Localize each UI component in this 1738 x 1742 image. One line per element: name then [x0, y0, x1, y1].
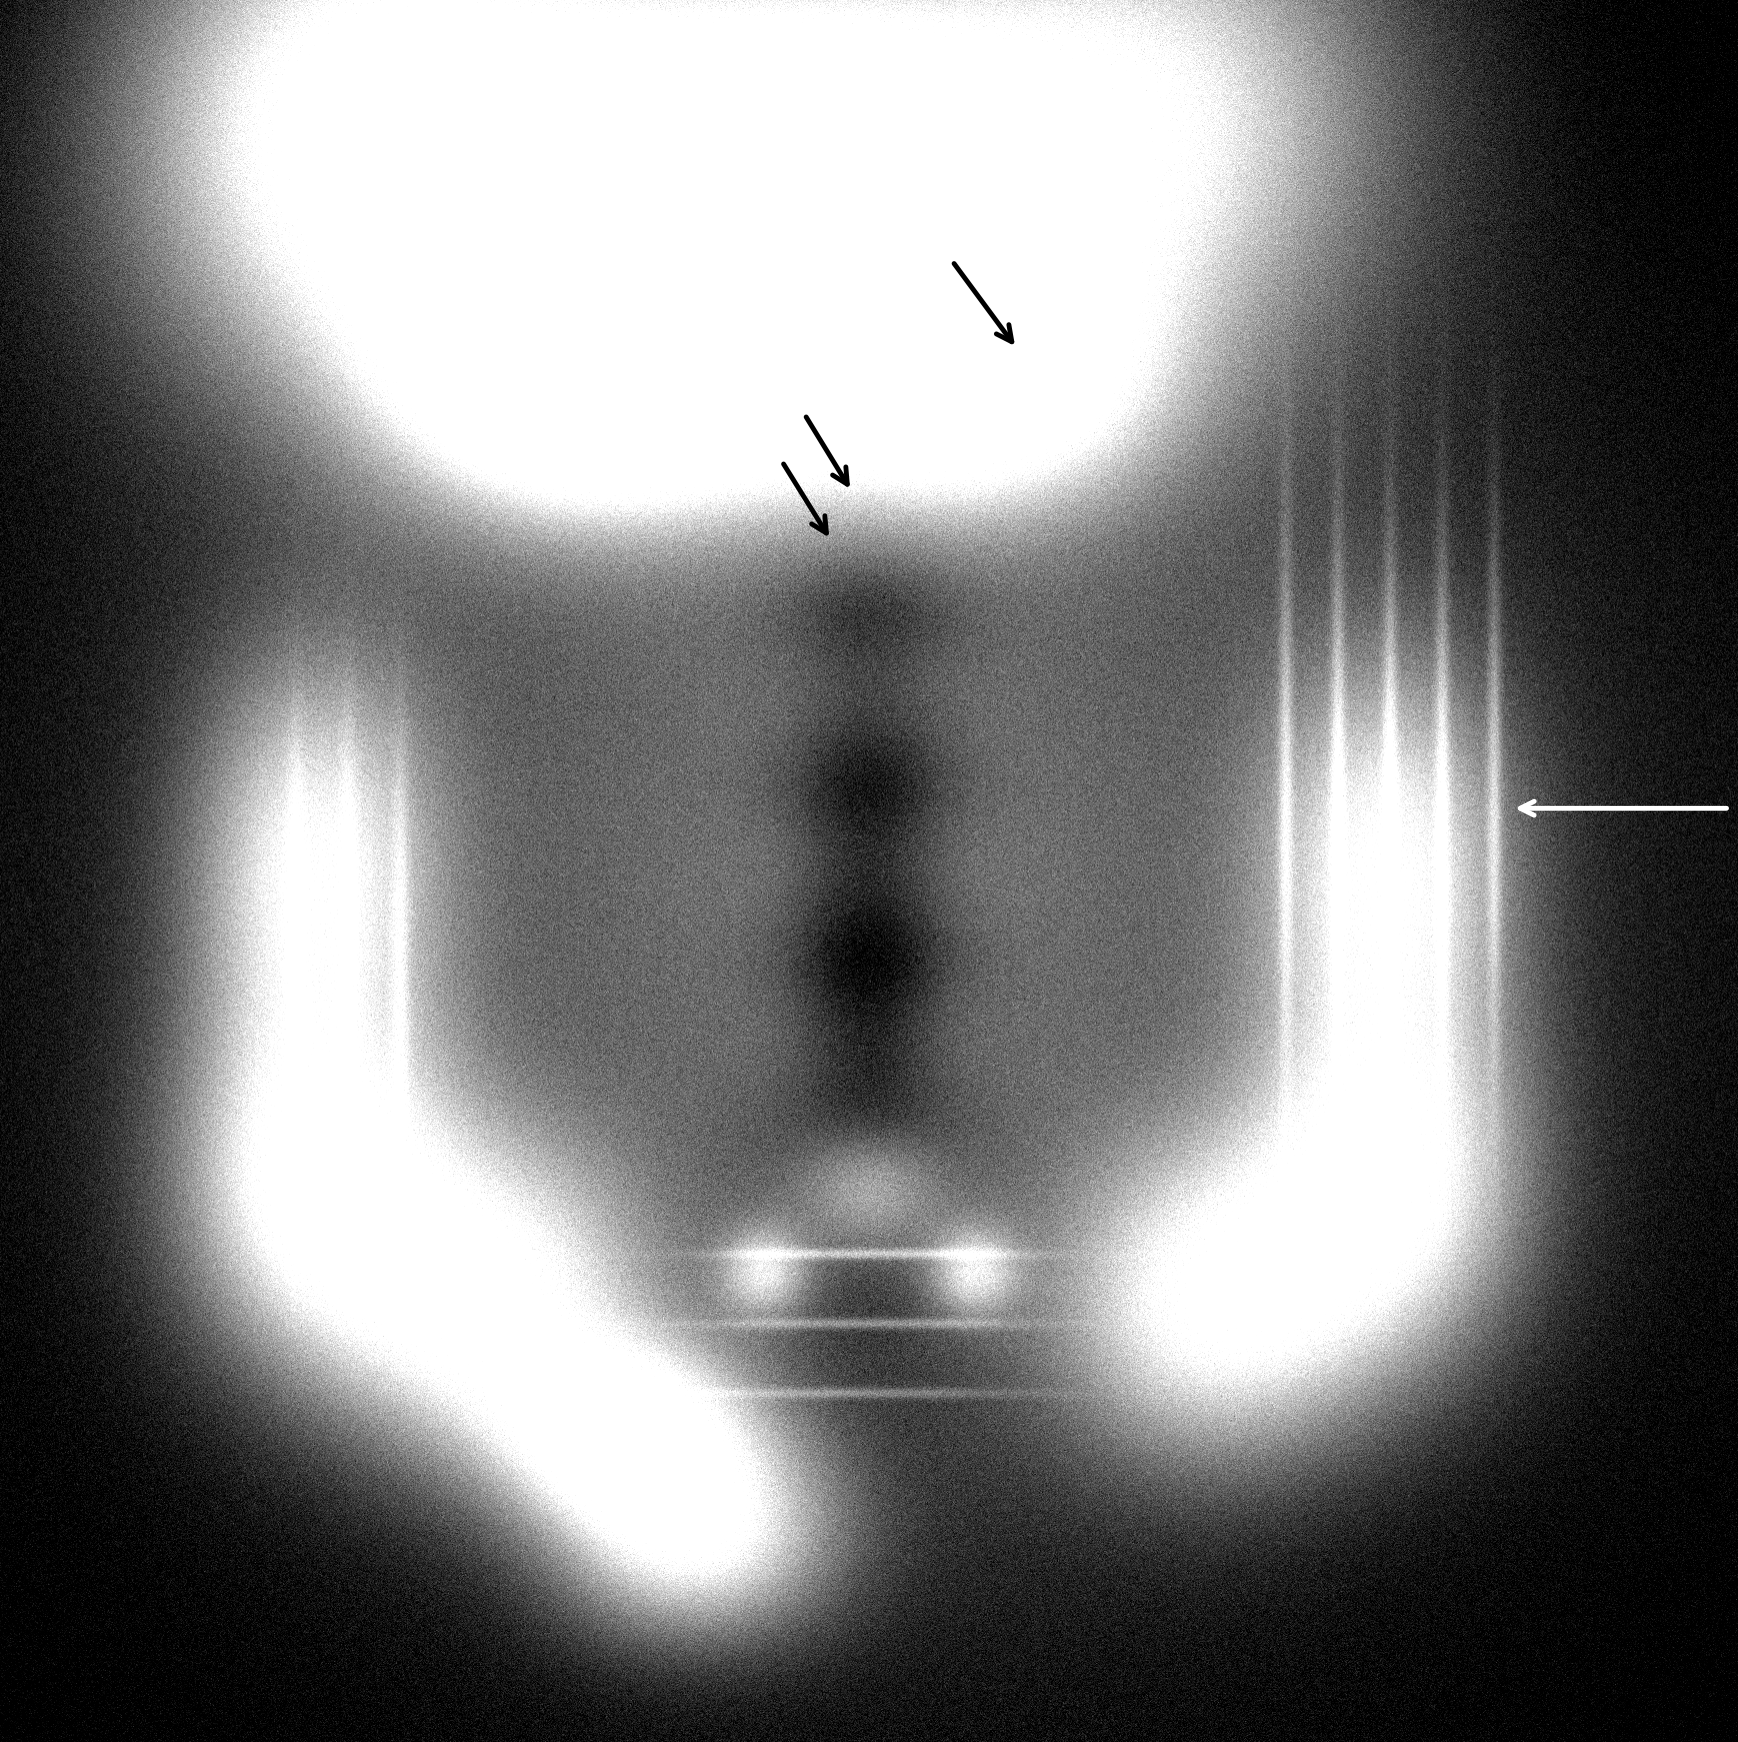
Circle shape	[1126, 204, 1151, 228]
